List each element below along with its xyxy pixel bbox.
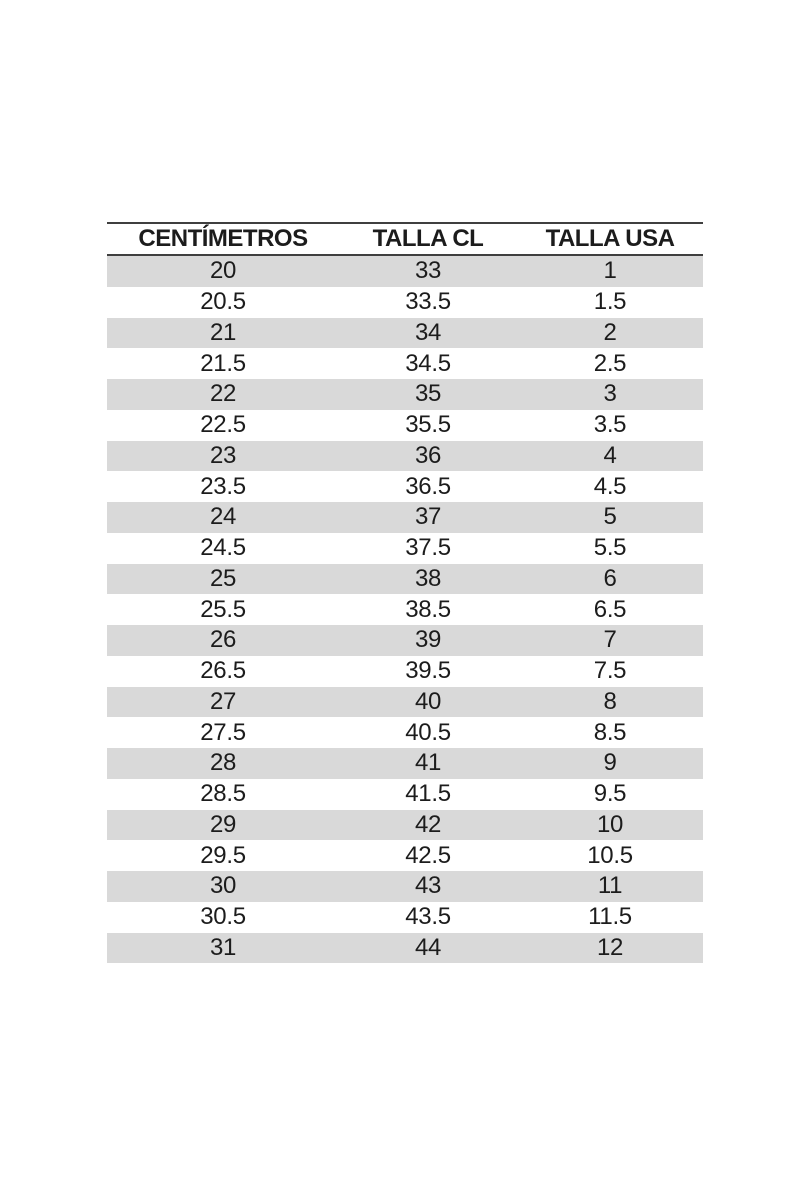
cell-talla_usa: 6 — [517, 563, 703, 595]
cell-centimetros: 29.5 — [107, 840, 339, 871]
table-row: 25 38 6 — [107, 563, 703, 595]
cell-talla_usa: 11.5 — [517, 901, 703, 933]
cell-talla_cl: 36.5 — [339, 471, 517, 502]
cell-talla_usa: 2.5 — [517, 348, 703, 379]
cell-talla_usa: 2 — [517, 317, 703, 349]
table-row: 26 39 7 — [107, 625, 703, 656]
cell-talla_cl: 37 — [339, 502, 517, 533]
table-row: 24.5 37.5 5.5 — [107, 532, 703, 564]
cell-talla_cl: 40.5 — [339, 717, 517, 748]
cell-talla_usa: 5 — [517, 502, 703, 533]
cell-centimetros: 26.5 — [107, 655, 339, 687]
table-row: 29 42 10 — [107, 809, 703, 841]
cell-centimetros: 22 — [107, 379, 339, 410]
cell-talla_usa: 12 — [517, 932, 703, 964]
table-row: 28.5 41.5 9.5 — [107, 778, 703, 810]
cell-talla_cl: 34 — [339, 317, 517, 349]
table-row: 29.5 42.5 10.5 — [107, 840, 703, 871]
cell-talla_usa: 10.5 — [517, 840, 703, 871]
table-row: 25.5 38.5 6.5 — [107, 594, 703, 625]
cell-talla_usa: 1 — [517, 255, 703, 287]
cell-talla_cl: 35 — [339, 379, 517, 410]
cell-centimetros: 30 — [107, 871, 339, 902]
table-row: 21.5 34.5 2.5 — [107, 348, 703, 379]
cell-centimetros: 24 — [107, 502, 339, 533]
cell-centimetros: 25.5 — [107, 594, 339, 625]
cell-talla_usa: 4.5 — [517, 471, 703, 502]
cell-centimetros: 25 — [107, 563, 339, 595]
table-row: 31 44 12 — [107, 932, 703, 964]
table-row: 21 34 2 — [107, 317, 703, 349]
cell-centimetros: 21 — [107, 317, 339, 349]
cell-talla_usa: 8 — [517, 686, 703, 718]
cell-talla_cl: 38 — [339, 563, 517, 595]
table-row: 27.5 40.5 8.5 — [107, 717, 703, 748]
table-row: 20 33 1 — [107, 255, 703, 287]
cell-centimetros: 26 — [107, 625, 339, 656]
table-row: 28 41 9 — [107, 748, 703, 779]
cell-talla_cl: 43.5 — [339, 901, 517, 933]
cell-talla_usa: 11 — [517, 871, 703, 902]
cell-talla_cl: 33.5 — [339, 286, 517, 318]
shoe-size-conversion-table: CENTÍMETROS TALLA CL TALLA USA 20 33 1 20.5… — [107, 222, 703, 964]
table-row: 24 37 5 — [107, 502, 703, 533]
cell-centimetros: 28 — [107, 748, 339, 779]
cell-centimetros: 28.5 — [107, 778, 339, 810]
cell-centimetros: 20 — [107, 255, 339, 287]
cell-centimetros: 24.5 — [107, 532, 339, 564]
table-row: 22 35 3 — [107, 379, 703, 410]
cell-talla_usa: 3.5 — [517, 409, 703, 441]
cell-talla_cl: 39 — [339, 625, 517, 656]
cell-talla_cl: 41.5 — [339, 778, 517, 810]
cell-talla_cl: 41 — [339, 748, 517, 779]
cell-talla_cl: 36 — [339, 440, 517, 472]
cell-centimetros: 29 — [107, 809, 339, 841]
cell-talla_usa: 9 — [517, 748, 703, 779]
table-header: CENTÍMETROS TALLA CL TALLA USA — [107, 223, 703, 256]
size-table-body: 20 33 1 20.5 33.5 1.5 21 34 2 21.5 34.5 2.5 22 35 3 22.… — [107, 255, 703, 964]
cell-talla_cl: 42.5 — [339, 840, 517, 871]
cell-talla_cl: 42 — [339, 809, 517, 841]
cell-centimetros: 23.5 — [107, 471, 339, 502]
cell-centimetros: 27.5 — [107, 717, 339, 748]
table-row: 27 40 8 — [107, 686, 703, 718]
cell-talla_cl: 33 — [339, 255, 517, 287]
cell-talla_usa: 4 — [517, 440, 703, 472]
table-row: 26.5 39.5 7.5 — [107, 655, 703, 687]
cell-talla_cl: 43 — [339, 871, 517, 902]
cell-talla_usa: 7 — [517, 625, 703, 656]
cell-talla_usa: 3 — [517, 379, 703, 410]
cell-centimetros: 31 — [107, 932, 339, 964]
table-row: 22.5 35.5 3.5 — [107, 409, 703, 441]
header-row: CENTÍMETROS TALLA CL TALLA USA — [107, 223, 703, 256]
table-row: 30.5 43.5 11.5 — [107, 901, 703, 933]
cell-centimetros: 21.5 — [107, 348, 339, 379]
cell-centimetros: 23 — [107, 440, 339, 472]
column-header-centimetros: CENTÍMETROS — [107, 223, 339, 256]
cell-talla_cl: 38.5 — [339, 594, 517, 625]
cell-talla_usa: 8.5 — [517, 717, 703, 748]
cell-talla_cl: 39.5 — [339, 655, 517, 687]
cell-talla_usa: 5.5 — [517, 532, 703, 564]
cell-centimetros: 30.5 — [107, 901, 339, 933]
table-row: 30 43 11 — [107, 871, 703, 902]
cell-centimetros: 20.5 — [107, 286, 339, 318]
table-row: 23.5 36.5 4.5 — [107, 471, 703, 502]
cell-talla_usa: 7.5 — [517, 655, 703, 687]
cell-talla_cl: 40 — [339, 686, 517, 718]
cell-talla_cl: 34.5 — [339, 348, 517, 379]
table-row: 23 36 4 — [107, 440, 703, 472]
cell-talla_cl: 35.5 — [339, 409, 517, 441]
cell-talla_usa: 6.5 — [517, 594, 703, 625]
cell-talla_cl: 37.5 — [339, 532, 517, 564]
column-header-talla-usa: TALLA USA — [517, 223, 703, 256]
cell-talla_usa: 10 — [517, 809, 703, 841]
column-header-talla-cl: TALLA CL — [339, 223, 517, 256]
cell-talla_cl: 44 — [339, 932, 517, 964]
cell-centimetros: 22.5 — [107, 409, 339, 441]
cell-talla_usa: 9.5 — [517, 778, 703, 810]
cell-talla_usa: 1.5 — [517, 286, 703, 318]
cell-centimetros: 27 — [107, 686, 339, 718]
table-row: 20.5 33.5 1.5 — [107, 286, 703, 318]
